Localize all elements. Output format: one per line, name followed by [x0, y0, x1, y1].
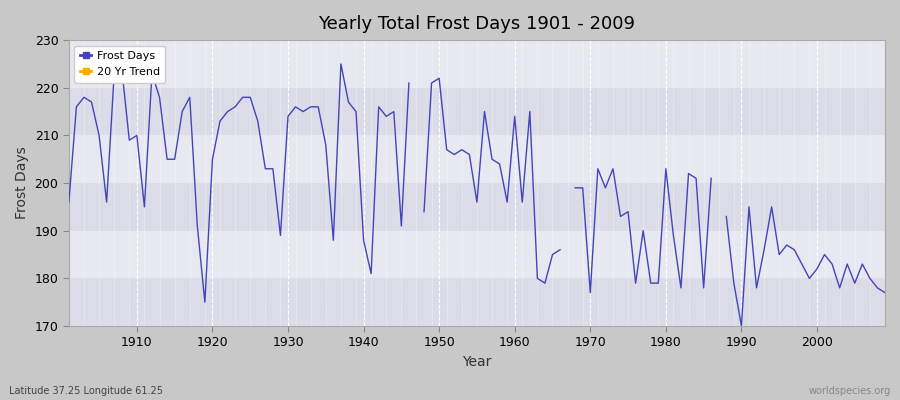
X-axis label: Year: Year: [463, 355, 491, 369]
Bar: [68, 40, 885, 88]
Y-axis label: Frost Days: Frost Days: [15, 147, 29, 220]
Frost Days: [63, 200, 74, 204]
Bar: [68, 278, 885, 326]
Line: Frost Days: Frost Days: [68, 64, 885, 326]
Bar: [68, 183, 885, 231]
Legend: Frost Days, 20 Yr Trend: Frost Days, 20 Yr Trend: [75, 46, 166, 82]
Bar: [68, 136, 885, 183]
Frost Days: [879, 290, 890, 295]
Text: Latitude 37.25 Longitude 61.25: Latitude 37.25 Longitude 61.25: [9, 386, 163, 396]
Frost Days: [336, 62, 346, 66]
Frost Days: [517, 200, 527, 204]
Frost Days: [124, 138, 135, 142]
Bar: [68, 88, 885, 136]
Title: Yearly Total Frost Days 1901 - 2009: Yearly Total Frost Days 1901 - 2009: [319, 15, 635, 33]
Frost Days: [608, 166, 618, 171]
Frost Days: [509, 114, 520, 119]
Bar: [68, 231, 885, 278]
Frost Days: [290, 104, 301, 109]
Text: worldspecies.org: worldspecies.org: [809, 386, 891, 396]
